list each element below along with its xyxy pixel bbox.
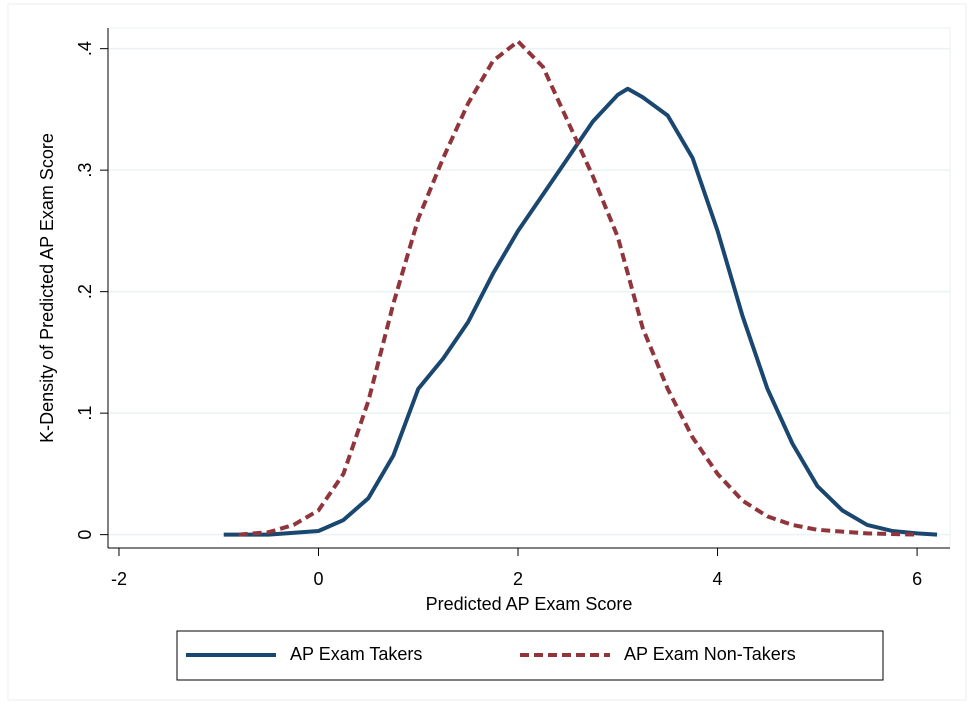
x-tick-label: 4 bbox=[713, 569, 723, 589]
line-series bbox=[223, 86, 938, 537]
legend bbox=[176, 630, 884, 681]
legend-label: AP Exam Takers bbox=[290, 644, 422, 664]
y-tick-label: .1 bbox=[75, 406, 95, 421]
x-axis-title: Predicted AP Exam Score bbox=[426, 594, 633, 614]
plot-area bbox=[107, 27, 951, 549]
x-tick-label: 6 bbox=[912, 569, 922, 589]
x-tick-label: -2 bbox=[111, 569, 127, 589]
x-tick-label: 0 bbox=[313, 569, 323, 589]
line-series bbox=[238, 39, 918, 537]
y-tick-label: 0 bbox=[75, 530, 95, 540]
y-tick-label: .2 bbox=[75, 284, 95, 299]
y-tick-label: .3 bbox=[75, 163, 95, 178]
y-axis-title: K-Density of Predicted AP Exam Score bbox=[37, 133, 57, 443]
x-tick-label: 2 bbox=[513, 569, 523, 589]
legend-label: AP Exam Non-Takers bbox=[624, 644, 796, 664]
y-tick-label: .4 bbox=[75, 41, 95, 56]
